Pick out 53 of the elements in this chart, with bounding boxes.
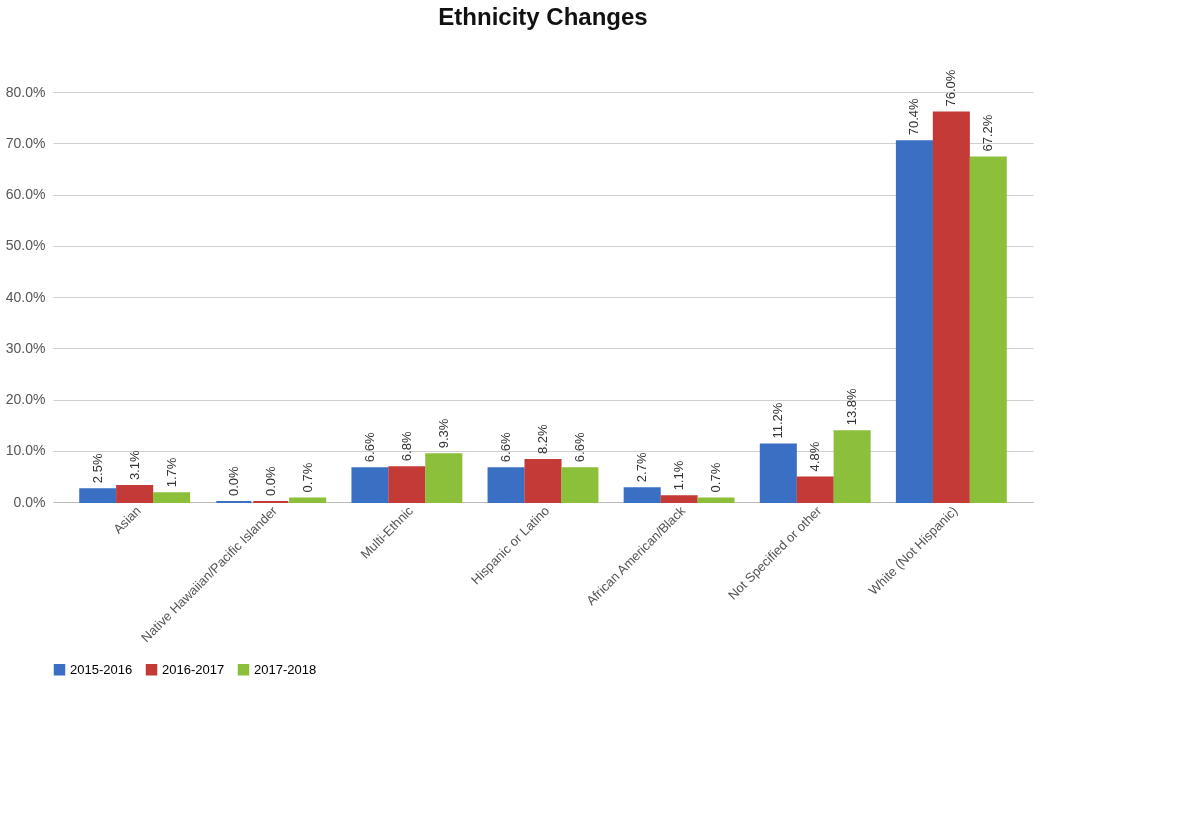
y-tick-label: 0.0% bbox=[13, 493, 46, 510]
bar bbox=[561, 467, 599, 503]
bar bbox=[425, 453, 463, 503]
data-label: 6.6% bbox=[498, 432, 514, 463]
bar bbox=[969, 156, 1007, 503]
bar bbox=[487, 467, 525, 503]
bar bbox=[932, 111, 970, 503]
data-label: 6.6% bbox=[571, 432, 587, 463]
bar bbox=[116, 485, 154, 503]
y-tick-label: 60.0% bbox=[5, 186, 46, 202]
y-tick-label: 80.0% bbox=[5, 83, 46, 100]
bar bbox=[524, 458, 562, 503]
bar bbox=[388, 466, 426, 503]
data-label: 11.2% bbox=[770, 402, 786, 439]
data-label: 3.1% bbox=[126, 450, 142, 481]
bar bbox=[833, 430, 871, 503]
data-label: 9.3% bbox=[435, 418, 451, 449]
bar bbox=[796, 476, 834, 503]
data-label: 13.8% bbox=[844, 387, 860, 426]
data-label: 70.4% bbox=[906, 97, 922, 136]
data-label: 6.6% bbox=[361, 432, 377, 463]
data-label: 0.0% bbox=[225, 465, 241, 496]
y-tick-label: 30.0% bbox=[5, 339, 46, 356]
legend-label: 2016-2017 bbox=[162, 661, 225, 677]
y-tick-label: 10.0% bbox=[5, 442, 46, 459]
data-label: 1.1% bbox=[671, 460, 687, 491]
bar bbox=[660, 495, 698, 503]
data-label: 0.7% bbox=[708, 462, 724, 493]
chart-title: Ethnicity Changes bbox=[438, 2, 648, 30]
data-label: 67.2% bbox=[980, 114, 996, 152]
bar bbox=[289, 497, 327, 503]
data-label: 8.2% bbox=[535, 423, 550, 454]
data-label: 0.0% bbox=[262, 465, 278, 496]
bar bbox=[351, 467, 389, 503]
data-label: 0.7% bbox=[299, 462, 315, 493]
y-tick-label: 70.0% bbox=[5, 134, 46, 151]
data-label: 2.7% bbox=[634, 452, 650, 483]
bar bbox=[895, 140, 933, 503]
data-label: 6.8% bbox=[398, 431, 414, 462]
bar bbox=[79, 488, 117, 503]
bar bbox=[697, 497, 735, 503]
legend-label: 2017-2018 bbox=[254, 661, 317, 677]
data-label: 4.8% bbox=[807, 441, 823, 472]
y-tick-label: 50.0% bbox=[5, 237, 46, 254]
data-label: 2.5% bbox=[89, 453, 105, 484]
legend-label: 2015-2016 bbox=[70, 661, 133, 677]
bar bbox=[153, 492, 191, 503]
data-label: 1.7% bbox=[163, 457, 179, 488]
y-tick-label: 20.0% bbox=[5, 391, 46, 407]
bar bbox=[759, 443, 797, 503]
bar bbox=[623, 487, 661, 503]
data-label: 76.0% bbox=[943, 69, 959, 107]
y-tick-label: 40.0% bbox=[5, 288, 46, 305]
